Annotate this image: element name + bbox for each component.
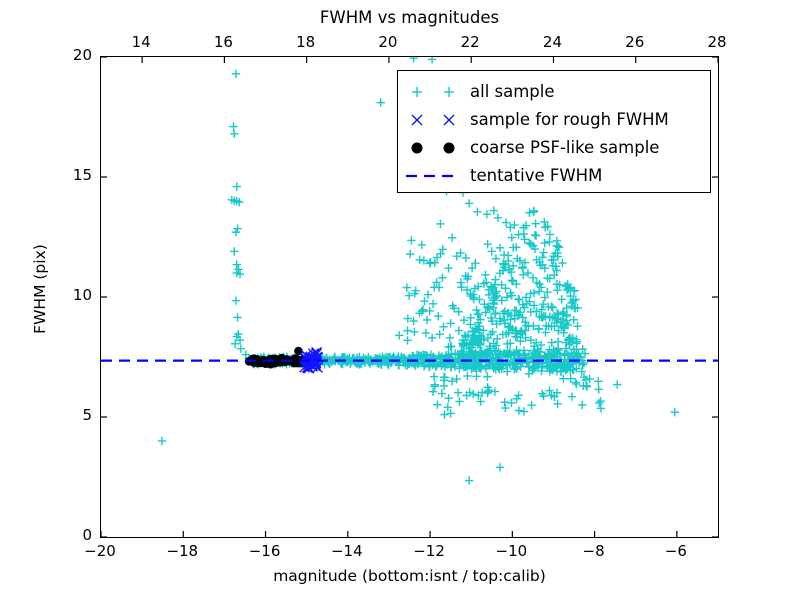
top-tick-label-0: 14 bbox=[131, 33, 151, 51]
top-tick-label-1: 16 bbox=[213, 33, 233, 51]
legend-marker-+-icon bbox=[402, 77, 464, 107]
top-tick-label-3: 20 bbox=[378, 33, 398, 51]
chart-title: FWHM vs magnitudes bbox=[319, 8, 500, 27]
legend-marker-dashed-line-icon bbox=[402, 161, 464, 191]
legend-label-0: all sample bbox=[470, 82, 555, 101]
y-tick-label-4: 20 bbox=[72, 46, 92, 64]
x-tick-label-7: −6 bbox=[664, 542, 687, 560]
y-tick-label-0: 0 bbox=[82, 526, 92, 544]
y-tick-label-3: 15 bbox=[72, 166, 92, 184]
legend-marker-x-icon bbox=[402, 105, 464, 135]
top-tick-label-2: 18 bbox=[296, 33, 316, 51]
top-tick-label-5: 24 bbox=[542, 33, 562, 51]
legend-label-2: coarse PSF-like sample bbox=[470, 138, 660, 157]
x-tick-label-2: −16 bbox=[248, 542, 281, 560]
x-tick-label-4: −12 bbox=[413, 542, 445, 560]
y-tick-label-2: 10 bbox=[72, 286, 92, 304]
legend-marker-o-icon bbox=[402, 133, 464, 163]
y-axis-label: FWHM (pix) bbox=[31, 244, 49, 334]
top-tick-label-7: 28 bbox=[707, 33, 727, 51]
x-tick-label-0: −20 bbox=[84, 542, 116, 560]
legend-item-0[interactable]: all sample bbox=[398, 77, 710, 107]
x-axis-label: magnitude (bottom:isnt / top:calib) bbox=[273, 567, 546, 585]
y-tick-label-1: 5 bbox=[82, 406, 92, 424]
x-tick-label-6: −8 bbox=[582, 542, 605, 560]
x-tick-label-5: −10 bbox=[495, 542, 528, 560]
x-tick-label-3: −14 bbox=[330, 542, 363, 560]
legend: all sample sample for rough FWHM coarse PS… bbox=[397, 70, 711, 193]
legend-item-3[interactable]: tentative FWHM bbox=[398, 161, 710, 191]
data-layer bbox=[101, 57, 718, 537]
top-tick-label-6: 26 bbox=[625, 33, 645, 51]
x-tick-label-1: −18 bbox=[166, 542, 199, 560]
legend-item-2[interactable]: coarse PSF-like sample bbox=[398, 133, 710, 163]
legend-item-1[interactable]: sample for rough FWHM bbox=[398, 105, 710, 135]
top-tick-label-4: 22 bbox=[460, 33, 480, 51]
legend-label-1: sample for rough FWHM bbox=[470, 110, 669, 129]
legend-label-3: tentative FWHM bbox=[470, 166, 603, 185]
